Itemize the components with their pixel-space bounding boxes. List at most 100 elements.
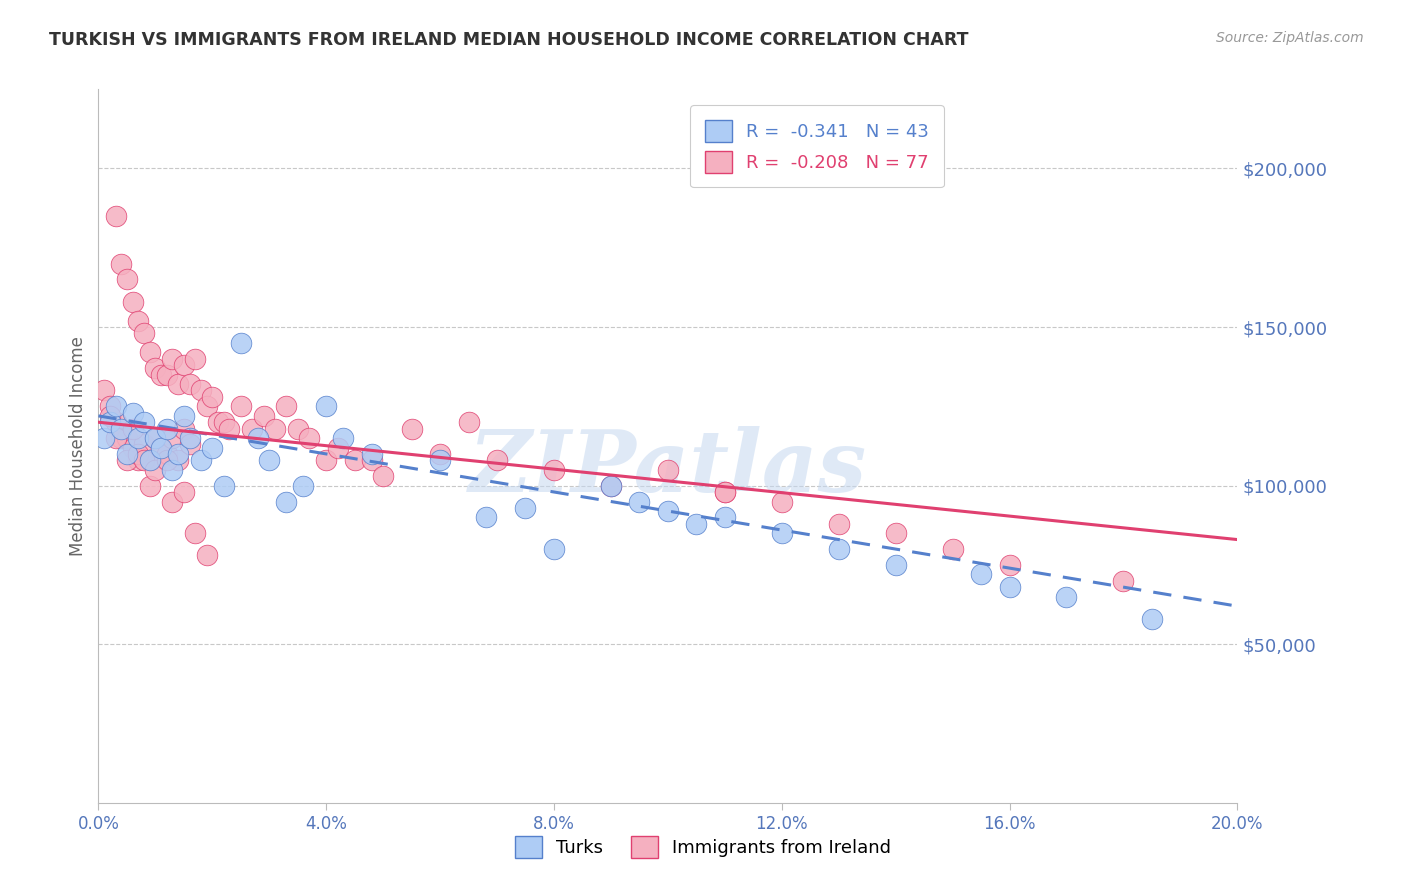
- Point: [600, 478, 623, 492]
- Point: [332, 431, 354, 445]
- Point: [207, 415, 229, 429]
- Point: [315, 400, 337, 414]
- Point: [600, 478, 623, 492]
- Point: [229, 335, 252, 350]
- Point: [1140, 612, 1163, 626]
- Point: [93, 384, 115, 398]
- Point: [828, 516, 851, 531]
- Point: [121, 441, 143, 455]
- Point: [98, 409, 121, 423]
- Point: [201, 390, 224, 404]
- Point: [543, 542, 565, 557]
- Point: [360, 453, 382, 467]
- Point: [121, 294, 143, 309]
- Point: [132, 415, 155, 429]
- Point: [326, 441, 349, 455]
- Point: [246, 431, 269, 445]
- Point: [115, 453, 138, 467]
- Point: [515, 500, 537, 515]
- Point: [132, 453, 155, 467]
- Point: [127, 447, 149, 461]
- Point: [298, 431, 321, 445]
- Point: [229, 400, 252, 414]
- Point: [1056, 590, 1078, 604]
- Point: [714, 485, 737, 500]
- Point: [998, 580, 1021, 594]
- Point: [179, 437, 201, 451]
- Point: [195, 549, 218, 563]
- Point: [179, 377, 201, 392]
- Point: [110, 431, 132, 445]
- Point: [714, 485, 737, 500]
- Point: [360, 447, 382, 461]
- Point: [110, 257, 132, 271]
- Point: [173, 421, 195, 435]
- Text: TURKISH VS IMMIGRANTS FROM IRELAND MEDIAN HOUSEHOLD INCOME CORRELATION CHART: TURKISH VS IMMIGRANTS FROM IRELAND MEDIA…: [49, 31, 969, 49]
- Point: [150, 441, 173, 455]
- Point: [156, 453, 179, 467]
- Point: [150, 368, 173, 382]
- Point: [179, 431, 201, 445]
- Text: Source: ZipAtlas.com: Source: ZipAtlas.com: [1216, 31, 1364, 45]
- Point: [276, 494, 298, 508]
- Point: [190, 384, 212, 398]
- Point: [998, 558, 1021, 572]
- Point: [184, 526, 207, 541]
- Point: [145, 431, 167, 445]
- Point: [104, 400, 127, 414]
- Point: [429, 453, 451, 467]
- Point: [292, 478, 315, 492]
- Point: [315, 453, 337, 467]
- Point: [212, 415, 235, 429]
- Point: [132, 326, 155, 341]
- Point: [657, 463, 679, 477]
- Point: [770, 526, 793, 541]
- Point: [714, 510, 737, 524]
- Point: [138, 478, 160, 492]
- Point: [543, 463, 565, 477]
- Point: [173, 358, 195, 372]
- Point: [132, 437, 155, 451]
- Point: [138, 453, 160, 467]
- Point: [121, 421, 143, 435]
- Point: [162, 494, 184, 508]
- Point: [657, 504, 679, 518]
- Point: [276, 400, 298, 414]
- Y-axis label: Median Household Income: Median Household Income: [69, 336, 87, 556]
- Point: [138, 453, 160, 467]
- Point: [184, 351, 207, 366]
- Point: [115, 431, 138, 445]
- Point: [401, 421, 423, 435]
- Point: [628, 494, 651, 508]
- Point: [162, 351, 184, 366]
- Point: [115, 272, 138, 286]
- Point: [259, 453, 281, 467]
- Point: [121, 406, 143, 420]
- Point: [474, 510, 496, 524]
- Point: [138, 345, 160, 359]
- Point: [150, 441, 173, 455]
- Point: [145, 463, 167, 477]
- Point: [343, 453, 366, 467]
- Point: [167, 377, 190, 392]
- Point: [212, 478, 235, 492]
- Point: [93, 431, 115, 445]
- Point: [156, 447, 179, 461]
- Point: [373, 469, 395, 483]
- Legend: Turks, Immigrants from Ireland: Turks, Immigrants from Ireland: [508, 829, 898, 865]
- Point: [942, 542, 965, 557]
- Point: [115, 447, 138, 461]
- Point: [173, 485, 195, 500]
- Point: [173, 409, 195, 423]
- Point: [429, 447, 451, 461]
- Point: [240, 421, 263, 435]
- Point: [167, 447, 190, 461]
- Point: [970, 567, 993, 582]
- Point: [127, 453, 149, 467]
- Point: [156, 368, 179, 382]
- Point: [127, 314, 149, 328]
- Point: [828, 542, 851, 557]
- Point: [110, 421, 132, 435]
- Point: [190, 453, 212, 467]
- Point: [1112, 574, 1135, 588]
